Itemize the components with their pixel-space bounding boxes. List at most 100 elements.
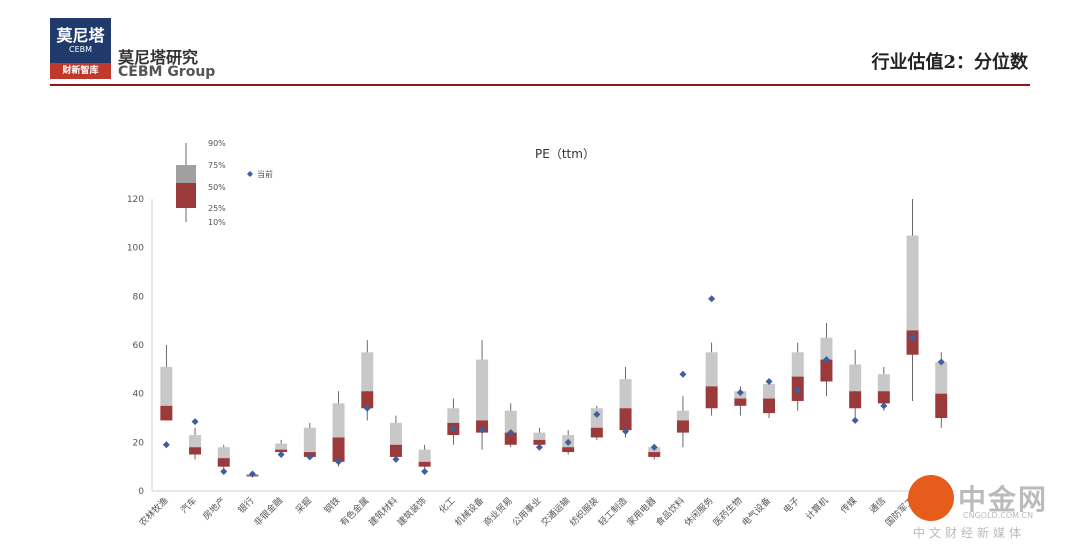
box-lower: [275, 449, 288, 453]
current-marker: [306, 453, 314, 461]
x-tick-label: 汽车: [178, 495, 199, 516]
current-marker: [736, 388, 744, 396]
box-lower: [877, 391, 890, 404]
box-lower: [676, 420, 689, 433]
current-marker: [937, 358, 945, 366]
current-marker: [162, 441, 170, 449]
y-tick-label: 0: [138, 487, 144, 497]
current-marker: [650, 443, 658, 451]
x-tick-label: 化工: [436, 495, 457, 516]
box-lower: [648, 452, 661, 457]
box-lower: [332, 437, 345, 462]
x-tick-label: 传媒: [838, 495, 859, 516]
box-upper: [533, 432, 546, 440]
box-upper: [389, 422, 402, 445]
current-marker: [622, 427, 630, 435]
box-lower: [562, 447, 575, 453]
logo-line1: 莫尼塔: [56, 26, 105, 45]
box-upper: [275, 443, 288, 450]
x-tick-label: 机械设备: [452, 495, 486, 529]
box-lower: [361, 391, 374, 409]
x-tick-label: 银行: [235, 495, 256, 516]
page-title: 行业估值2：分位数: [871, 52, 1028, 73]
box-lower: [189, 447, 202, 455]
box-upper: [217, 447, 230, 459]
x-tick-label: 休闲服务: [682, 495, 716, 529]
x-tick-label: 家用电器: [624, 495, 658, 529]
x-tick-label: 电子: [781, 495, 802, 516]
current-marker: [794, 386, 802, 394]
box-upper: [504, 410, 517, 433]
y-tick-label: 100: [127, 244, 144, 254]
legend-box-upper: [176, 165, 196, 183]
box-upper: [361, 352, 374, 392]
box-upper: [820, 337, 833, 360]
current-marker: [392, 455, 400, 463]
box-upper: [791, 352, 804, 377]
x-tick-label: 食品饮料: [653, 495, 687, 529]
box-upper: [619, 379, 632, 409]
legend-percentile-label: 90%: [208, 139, 226, 148]
box-lower: [504, 432, 517, 445]
watermark-subtitle: 中文财经新媒体: [913, 526, 1026, 540]
current-marker: [478, 426, 486, 434]
x-tick-label: 纺织服装: [567, 495, 601, 529]
y-tick-label: 80: [133, 292, 145, 302]
legend-percentile-label: 75%: [208, 161, 226, 170]
current-marker: [277, 451, 285, 458]
legend-percentile-label: 50%: [208, 183, 226, 192]
box-upper: [418, 449, 431, 462]
x-tick-label: 公用事业: [510, 495, 544, 529]
box-lower: [217, 458, 230, 467]
current-marker: [220, 468, 228, 476]
x-tick-label: 医药生物: [711, 495, 745, 529]
y-tick-label: 20: [133, 438, 145, 448]
current-marker: [248, 470, 256, 478]
box-upper: [476, 359, 489, 421]
legend-current-label: 当前: [257, 169, 273, 179]
box-upper: [849, 364, 862, 392]
x-tick-label: 钢铁: [321, 495, 342, 516]
x-tick-label: 非银金融: [251, 495, 285, 529]
current-marker: [909, 334, 917, 342]
current-marker: [593, 410, 601, 418]
x-tick-label: 房地产: [200, 495, 228, 523]
box-upper: [332, 403, 345, 438]
current-marker: [421, 468, 429, 476]
box-lower: [590, 427, 603, 438]
current-marker: [449, 425, 457, 433]
x-tick-label: 商业贸易: [481, 495, 515, 529]
box-lower: [533, 439, 546, 445]
y-tick-label: 40: [133, 390, 145, 400]
y-tick-label: 120: [127, 195, 144, 205]
current-marker: [679, 370, 687, 378]
box-lower: [906, 330, 919, 355]
current-marker: [507, 429, 515, 437]
current-marker: [191, 418, 199, 426]
watermark-name: 中金网: [958, 483, 1049, 516]
current-marker: [335, 458, 343, 466]
x-tick-label: 有色金属: [337, 495, 371, 529]
current-marker: [708, 295, 716, 303]
box-upper: [906, 235, 919, 331]
current-marker: [765, 378, 773, 385]
brand-logo: 莫尼塔 CEBM 财新智库: [50, 18, 111, 79]
box-lower: [734, 398, 747, 406]
box-upper: [763, 383, 776, 399]
box-upper: [160, 366, 173, 406]
x-tick-label: 电气设备: [739, 495, 773, 529]
box-upper: [189, 435, 202, 448]
watermark-url: CNGOLD.COM.CN: [963, 511, 1034, 520]
box-lower: [619, 408, 632, 431]
x-tick-label: 交通运输: [538, 495, 572, 529]
box-upper: [935, 362, 948, 394]
legend-box-lower: [176, 183, 196, 208]
current-marker: [535, 443, 543, 451]
box-upper: [705, 352, 718, 387]
box-upper: [447, 408, 460, 423]
x-tick-label: 农林牧渔: [137, 495, 171, 529]
box-upper: [676, 410, 689, 421]
logo-line2: CEBM: [68, 45, 93, 54]
box-lower: [476, 420, 489, 433]
